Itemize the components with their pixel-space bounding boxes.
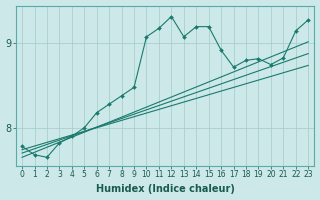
X-axis label: Humidex (Indice chaleur): Humidex (Indice chaleur)	[96, 184, 235, 194]
